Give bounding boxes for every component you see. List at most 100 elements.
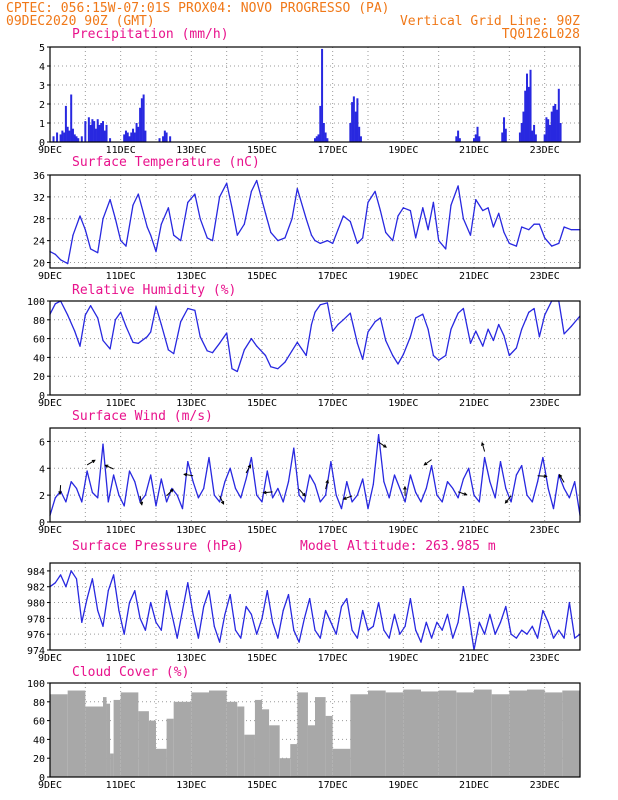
wind-point [229, 467, 231, 469]
precip-bar [126, 132, 129, 142]
wind-point [208, 456, 210, 459]
pres-point [97, 609, 99, 612]
wind-xtick-label: 17DEC [318, 525, 348, 536]
precip-bar [455, 136, 458, 142]
rh-point [538, 336, 540, 338]
pres-point [86, 597, 88, 600]
temp-point [515, 245, 518, 247]
precip-xtick-label: 9DEC [38, 145, 62, 156]
wind-arrow-icon [343, 495, 353, 500]
cloud-bar [290, 744, 298, 777]
temp-ytick-label: 28 [33, 215, 45, 226]
temp-point [54, 253, 56, 255]
precip-bar [133, 132, 136, 142]
wind-arrow-head-icon [169, 488, 174, 493]
rh-point [337, 323, 339, 326]
rh-point [250, 338, 252, 340]
wind-arrow-icon [298, 488, 306, 497]
pres-point [282, 609, 284, 612]
wind-point [240, 497, 242, 499]
pres-xtick-label: 9DEC [38, 653, 62, 664]
temp-point [236, 234, 238, 236]
precip-bar [87, 117, 90, 142]
rh-point [155, 306, 157, 308]
rh-point [450, 328, 452, 330]
pres-point [388, 637, 390, 639]
precip-bar [132, 128, 135, 142]
rh-point [492, 339, 495, 342]
rh-point [243, 349, 245, 351]
pres-point [134, 590, 136, 592]
wind-point [70, 481, 72, 483]
temp-point [326, 240, 328, 242]
wind-point [181, 507, 184, 510]
pres-xtick-label: 23DEC [530, 653, 560, 664]
rh-point [231, 368, 233, 370]
rh-point [291, 350, 293, 352]
pres-title: Surface Pressure (hPa) [72, 539, 244, 554]
wind-arrow-icon [184, 473, 194, 477]
pres-point [563, 637, 565, 639]
temp-point [146, 226, 148, 228]
precip-xtick-label: 17DEC [318, 145, 348, 156]
rh-point [498, 323, 500, 326]
temp-point [538, 223, 540, 225]
wind-point [484, 456, 486, 459]
cloud-xtick-label: 23DEC [530, 780, 560, 791]
wind-arrow-head-icon [423, 461, 428, 466]
header-date: 09DEC2020 90Z (GMT) [6, 14, 155, 29]
precip-bar [550, 111, 553, 142]
rh-point [173, 353, 175, 355]
temp-point [385, 231, 387, 234]
temp-point [160, 223, 162, 225]
rh-point [90, 305, 92, 307]
rh-ytick-label: 0 [39, 391, 45, 402]
wind-point [160, 478, 162, 480]
rh-xtick-label: 21DEC [459, 398, 489, 409]
temp-point [211, 240, 214, 242]
pres-point [558, 629, 560, 631]
wind-point [256, 494, 258, 496]
precip-bar [66, 126, 69, 142]
pres-point [181, 609, 184, 612]
precip-bar [547, 119, 550, 142]
precip-bar [359, 136, 362, 142]
wind-point [203, 487, 205, 490]
precip-bar [356, 98, 359, 142]
pres-ytick-label: 974 [27, 646, 45, 657]
wind-arrow-icon [263, 491, 273, 494]
rh-point [362, 358, 364, 360]
temp-point [392, 240, 394, 242]
rh-xtick-label: 11DEC [106, 398, 136, 409]
pres-point [75, 578, 78, 580]
precip-bar [504, 128, 507, 142]
rh-point [457, 312, 459, 314]
temp-point [415, 237, 417, 239]
temp-point [521, 226, 523, 228]
wind-xtick-label: 21DEC [459, 525, 489, 536]
rh-point [332, 330, 334, 332]
rh-panel: Relative Humidity (%) 0 20 40 60 80 100 9DEC 11D… [27, 283, 581, 409]
rh-point [54, 303, 56, 305]
precip-bar [128, 136, 131, 142]
temp-point [84, 229, 86, 231]
rh-point [570, 325, 572, 327]
temp-point [422, 207, 424, 209]
pres-point [309, 597, 311, 600]
rh-ytick-label: 80 [33, 316, 45, 327]
temp-point [137, 193, 139, 195]
cloud-bar [421, 691, 439, 777]
rh-point [150, 331, 152, 333]
temp-point [120, 240, 122, 242]
wind-point [399, 487, 401, 490]
wind-point [446, 481, 449, 483]
precip-bar [105, 124, 108, 142]
cloud-ytick-label: 80 [33, 698, 45, 709]
wind-point [272, 497, 274, 499]
rh-point [349, 312, 351, 314]
cloud-bar [67, 690, 86, 777]
precip-bar [518, 132, 521, 142]
wind-point [436, 494, 438, 496]
precip-xtick-label: 11DEC [106, 145, 136, 156]
cloud-bar [226, 701, 238, 777]
